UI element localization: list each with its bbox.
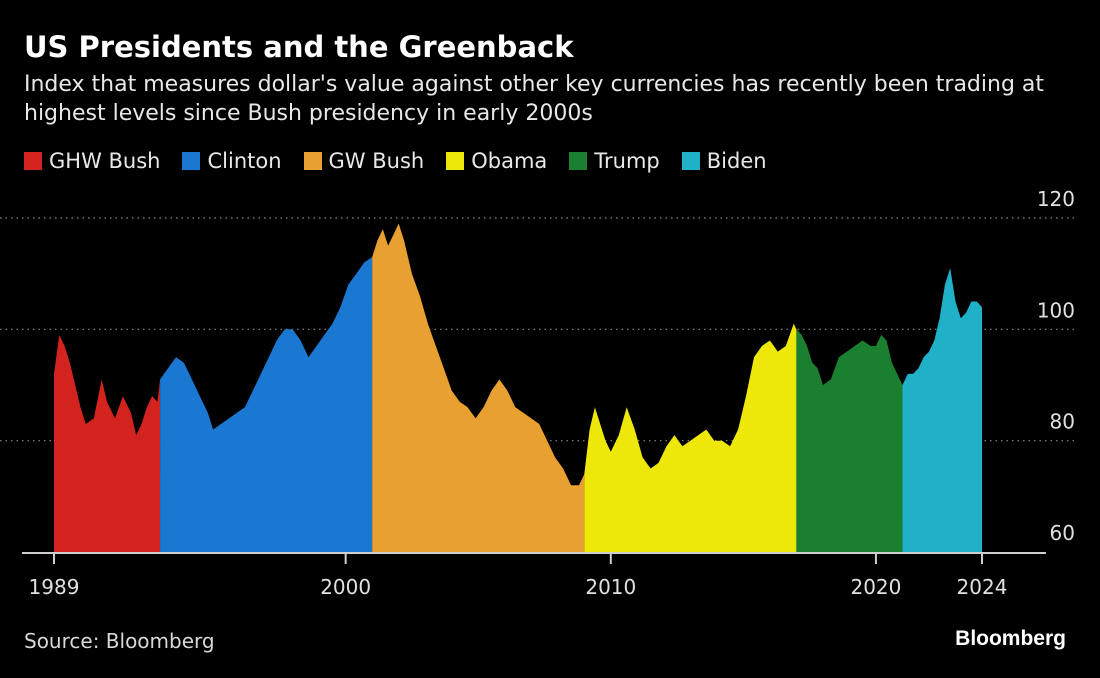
- legend-item-trump: Trump: [569, 149, 660, 173]
- legend-swatch: [182, 152, 201, 170]
- source-note: Source: Bloomberg: [24, 629, 215, 653]
- legend: GHW Bush Clinton GW Bush Obama Trump Biden: [24, 149, 789, 173]
- area-gw-bush: [372, 223, 585, 552]
- x-axis-ticks: 1989 2000 2010 2020 2024: [29, 553, 1008, 599]
- legend-label: Clinton: [207, 149, 282, 173]
- chart-area: 60 80 100 120 1989 2000 2010 2020 2024: [0, 187, 1075, 599]
- x-tick-label: 2010: [585, 575, 636, 599]
- y-tick-label: 80: [1050, 410, 1075, 434]
- chart-title: US Presidents and the Greenback: [24, 30, 574, 64]
- legend-item-gw-bush: GW Bush: [303, 149, 425, 173]
- series-areas: [54, 223, 982, 552]
- area-ghw-bush: [54, 334, 161, 552]
- x-tick-label: 2020: [850, 575, 901, 599]
- brand-logo: Bloomberg: [955, 627, 1066, 650]
- legend-item-biden: Biden: [681, 149, 767, 173]
- legend-swatch: [24, 152, 42, 170]
- y-tick-label: 100: [1037, 298, 1075, 322]
- area-clinton: [160, 257, 373, 552]
- y-tick-label: 60: [1050, 521, 1075, 545]
- x-tick-label: 2000: [320, 575, 371, 599]
- legend-swatch: [303, 152, 322, 170]
- legend-swatch: [446, 152, 465, 170]
- legend-item-obama: Obama: [446, 149, 547, 173]
- y-tick-label: 120: [1037, 187, 1075, 211]
- legend-label: Obama: [471, 149, 548, 173]
- legend-swatch: [569, 152, 588, 170]
- legend-item-clinton: Clinton: [182, 149, 282, 173]
- x-tick-label: 2024: [957, 575, 1008, 599]
- legend-label: Biden: [706, 149, 767, 173]
- legend-label: GHW Bush: [49, 149, 161, 173]
- area-obama: [584, 323, 797, 552]
- legend-label: GW Bush: [328, 149, 425, 173]
- area-biden: [902, 268, 982, 552]
- legend-label: Trump: [594, 149, 660, 173]
- area-trump: [796, 329, 903, 552]
- x-tick-label: 1989: [29, 575, 80, 599]
- legend-item-ghw-bush: GHW Bush: [24, 149, 160, 173]
- y-axis-ticks: 60 80 100 120: [1037, 187, 1075, 545]
- legend-swatch: [681, 152, 700, 170]
- chart-subtitle: Index that measures dollar's value again…: [24, 72, 1045, 126]
